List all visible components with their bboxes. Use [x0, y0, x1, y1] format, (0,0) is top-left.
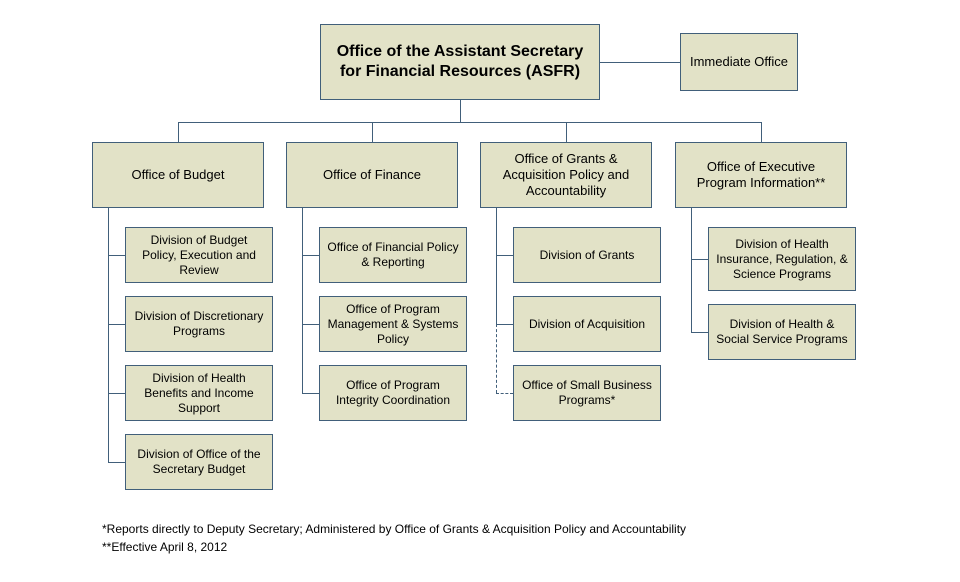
- edge-root_down: [460, 100, 461, 122]
- node-budget: Office of Budget: [92, 142, 264, 208]
- edge-finance_trunk: [302, 208, 303, 393]
- node-label: Immediate Office: [690, 54, 788, 70]
- edge-finance_b1: [302, 255, 319, 256]
- node-label: Office of Financial Policy & Reporting: [326, 240, 460, 270]
- edge-grants_trunk: [496, 208, 497, 324]
- edge-grants_b3_dash: [496, 393, 513, 394]
- node-label: Office of Small Business Programs*: [520, 378, 654, 408]
- node-label: Office of Budget: [132, 167, 225, 183]
- node-label: Office of Executive Program Information*…: [682, 159, 840, 192]
- edge-finance_b3: [302, 393, 319, 394]
- node-grants_2: Division of Acquisition: [513, 296, 661, 352]
- node-label: Division of Grants: [540, 248, 635, 263]
- node-label: Office of Program Integrity Coordination: [326, 378, 460, 408]
- node-label: Office of Finance: [323, 167, 421, 183]
- node-finance_2: Office of Program Management & Systems P…: [319, 296, 467, 352]
- footnote-1: *Reports directly to Deputy Secretary; A…: [102, 522, 686, 536]
- edge-budget_trunk: [108, 208, 109, 462]
- node-exec: Office of Executive Program Information*…: [675, 142, 847, 208]
- footnote-2: **Effective April 8, 2012: [102, 540, 227, 554]
- node-exec_2: Division of Health & Social Service Prog…: [708, 304, 856, 360]
- node-finance: Office of Finance: [286, 142, 458, 208]
- node-label: Division of Health Benefits and Income S…: [132, 371, 266, 416]
- edge-budget_b4: [108, 462, 125, 463]
- node-label: Office of Grants & Acquisition Policy an…: [487, 151, 645, 200]
- node-budget_4: Division of Office of the Secretary Budg…: [125, 434, 273, 490]
- node-label: Division of Budget Policy, Execution and…: [132, 233, 266, 278]
- edge-exec_b2: [691, 332, 708, 333]
- edge-grants_trunk_dash: [496, 324, 497, 393]
- edge-immediate_link: [600, 62, 680, 63]
- node-immediate_office: Immediate Office: [680, 33, 798, 91]
- edge-drop_finance: [372, 122, 373, 142]
- edge-exec_b1: [691, 259, 708, 260]
- edge-grants_b1: [496, 255, 513, 256]
- edge-budget_b2: [108, 324, 125, 325]
- edge-hbar: [178, 122, 761, 123]
- node-budget_2: Division of Discretionary Programs: [125, 296, 273, 352]
- edge-budget_b3: [108, 393, 125, 394]
- node-grants_3: Office of Small Business Programs*: [513, 365, 661, 421]
- node-label: Division of Health Insurance, Regulation…: [715, 237, 849, 282]
- node-label: Division of Acquisition: [529, 317, 645, 332]
- node-finance_3: Office of Program Integrity Coordination: [319, 365, 467, 421]
- node-budget_3: Division of Health Benefits and Income S…: [125, 365, 273, 421]
- node-label: Division of Health & Social Service Prog…: [715, 317, 849, 347]
- edge-grants_b2: [496, 324, 513, 325]
- node-budget_1: Division of Budget Policy, Execution and…: [125, 227, 273, 283]
- edge-drop_grants: [566, 122, 567, 142]
- edge-drop_exec: [761, 122, 762, 142]
- node-grants_1: Division of Grants: [513, 227, 661, 283]
- node-grants: Office of Grants & Acquisition Policy an…: [480, 142, 652, 208]
- node-finance_1: Office of Financial Policy & Reporting: [319, 227, 467, 283]
- node-root: Office of the Assistant Secretary for Fi…: [320, 24, 600, 100]
- node-exec_1: Division of Health Insurance, Regulation…: [708, 227, 856, 291]
- edge-budget_b1: [108, 255, 125, 256]
- node-label: Division of Office of the Secretary Budg…: [132, 447, 266, 477]
- node-label: Office of Program Management & Systems P…: [326, 302, 460, 347]
- node-label: Division of Discretionary Programs: [132, 309, 266, 339]
- edge-finance_b2: [302, 324, 319, 325]
- edge-drop_budget: [178, 122, 179, 142]
- org-chart: Office of the Assistant Secretary for Fi…: [0, 0, 960, 582]
- edge-exec_trunk: [691, 208, 692, 332]
- node-label: Office of the Assistant Secretary for Fi…: [327, 42, 593, 82]
